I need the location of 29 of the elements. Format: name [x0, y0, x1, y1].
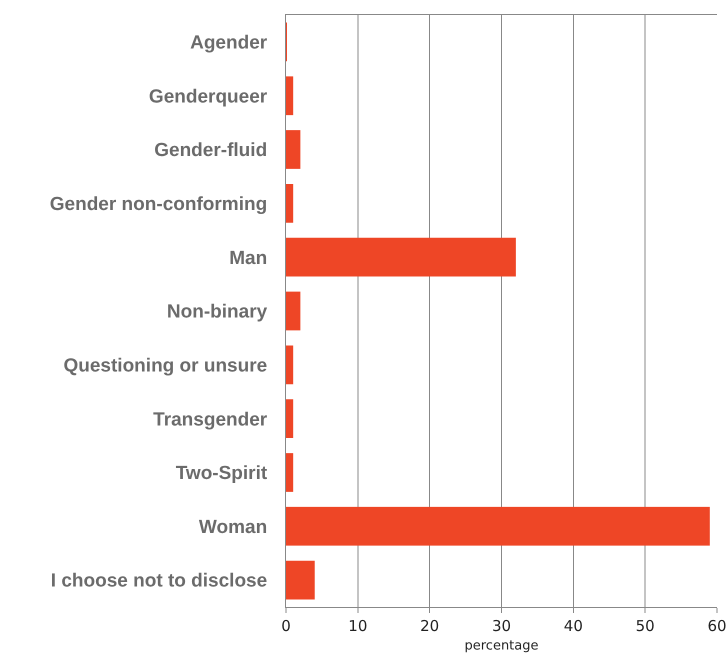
x-tick-label: 20	[420, 617, 440, 635]
bar	[286, 238, 516, 277]
x-tick-label: 0	[281, 617, 291, 635]
y-tick-label: I choose not to disclose	[50, 570, 268, 592]
bar	[286, 76, 294, 116]
y-tick-label: Questioning or unsure	[63, 355, 268, 376]
bar	[286, 453, 294, 492]
y-tick-label: Gender-fluid	[154, 140, 268, 162]
x-axis-title: percentage	[464, 638, 539, 654]
bar	[286, 399, 294, 438]
y-tick-label: Transgender	[153, 409, 268, 430]
y-tick-label: Woman	[198, 516, 268, 538]
x-tick-label: 30	[492, 617, 512, 635]
bar	[286, 345, 294, 384]
bar	[286, 560, 315, 600]
bar	[286, 184, 294, 223]
bar	[286, 130, 300, 169]
y-tick-label: Non-binary	[166, 302, 268, 323]
y-tick-label: Two-Spirit	[176, 463, 268, 484]
y-tick-label: Genderqueer	[148, 86, 268, 108]
x-tick-label: 10	[348, 617, 368, 635]
y-tick-label: Gender non-conforming	[50, 194, 268, 216]
x-tick-label: 50	[636, 617, 655, 635]
bar	[286, 292, 300, 330]
y-tick-label: Man	[229, 248, 268, 269]
x-tick-label: 40	[564, 617, 583, 635]
x-tick-label: 60	[707, 617, 727, 635]
bar	[286, 506, 710, 546]
y-tick-label: Agender	[190, 32, 268, 54]
